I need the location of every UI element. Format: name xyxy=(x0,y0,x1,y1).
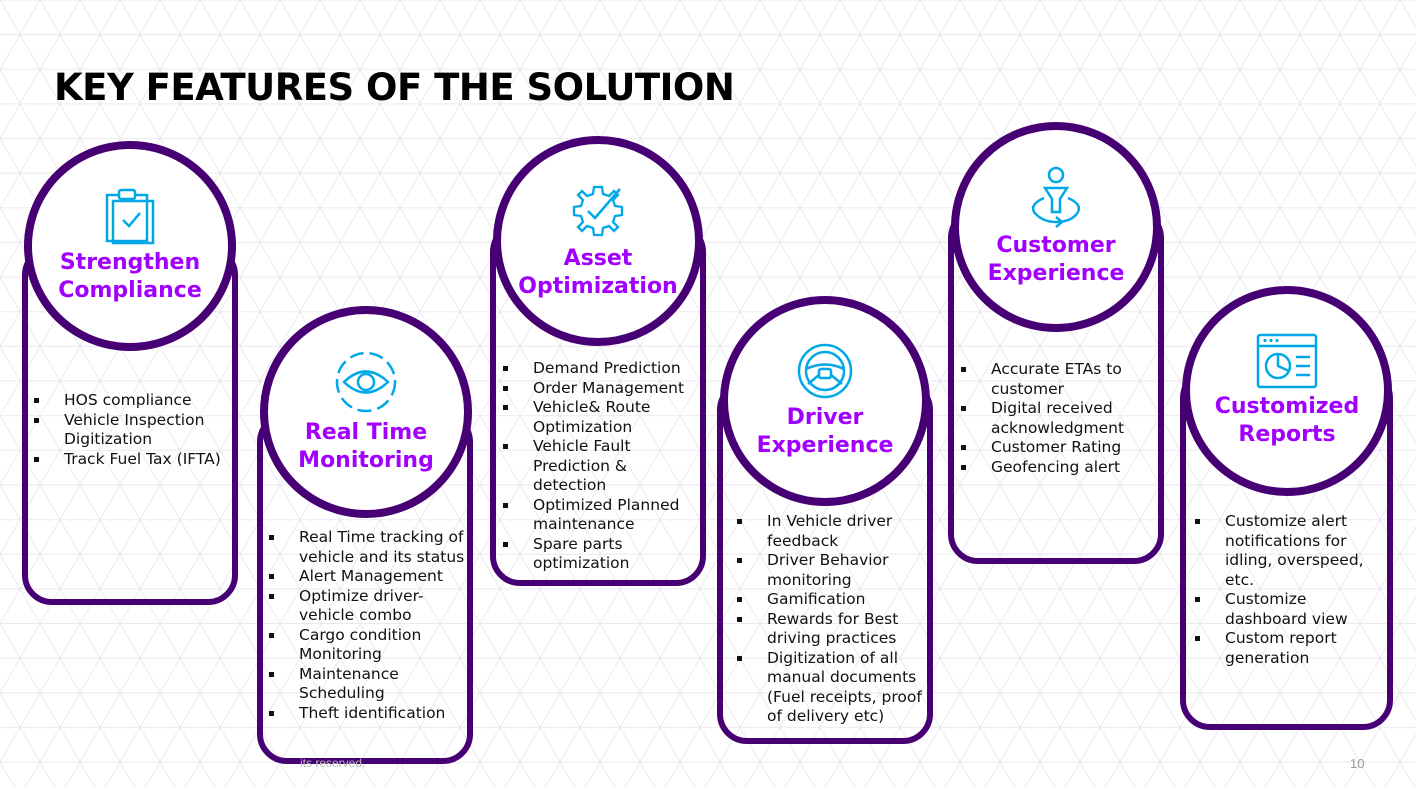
list-item: In Vehicle driver feedback xyxy=(734,512,930,551)
feature-circle-monitoring: Real Time Monitoring xyxy=(260,306,472,518)
list-item: Alert Management xyxy=(266,567,466,587)
eye-icon xyxy=(335,351,397,413)
dashboard-report-icon xyxy=(1256,333,1318,389)
list-item: Theft identification xyxy=(266,704,466,724)
feature-circle-asset: Asset Optimization xyxy=(493,136,703,346)
steering-wheel-icon xyxy=(797,343,853,399)
list-item: Geofencing alert xyxy=(958,458,1158,478)
feature-circle-reports: Customized Reports xyxy=(1182,286,1392,496)
feature-title-compliance: Strengthen Compliance xyxy=(58,250,202,303)
list-item: Gamification xyxy=(734,590,930,610)
feature-title-customer: Customer Experience xyxy=(987,233,1125,286)
list-item: Rewards for Best driving practices xyxy=(734,610,930,649)
list-item: Customize alert notifications for idling… xyxy=(1192,512,1388,590)
bullet-list-customer: Accurate ETAs to customer Digital receiv… xyxy=(958,360,1158,477)
feature-title-reports: Customized Reports xyxy=(1214,394,1360,447)
feature-title-monitoring: Real Time Monitoring xyxy=(298,420,434,473)
bullet-list-driver: In Vehicle driver feedback Driver Behavi… xyxy=(734,512,930,727)
list-item: Digital received acknowledgment xyxy=(958,399,1158,438)
list-item: Customize dashboard view xyxy=(1192,590,1388,629)
list-item: Accurate ETAs to customer xyxy=(958,360,1158,399)
feature-title-driver: Driver Experience xyxy=(756,405,894,458)
list-item: Optimized Planned maintenance xyxy=(500,496,700,535)
list-item: Track Fuel Tax (IFTA) xyxy=(31,450,236,470)
clipboard-check-icon xyxy=(105,188,155,245)
list-item: Driver Behavior monitoring xyxy=(734,551,930,590)
feature-circle-driver: Driver Experience xyxy=(720,296,930,506)
list-item: Vehicle Inspection Digitization xyxy=(31,411,236,450)
list-item: Order Management xyxy=(500,379,700,399)
list-item: Spare parts optimization xyxy=(500,535,700,574)
page-number: 10 xyxy=(1350,756,1365,771)
list-item: Vehicle& Route Optimization xyxy=(500,398,700,437)
feature-title-asset: Asset Optimization xyxy=(518,246,678,299)
feature-circle-compliance: Strengthen Compliance xyxy=(24,141,236,351)
list-item: Digitization of all manual documents (Fu… xyxy=(734,649,930,727)
list-item: Optimize driver-vehicle combo xyxy=(266,587,466,626)
list-item: Vehicle Fault Prediction & detection xyxy=(500,437,700,496)
page-title: KEY FEATURES OF THE SOLUTION xyxy=(54,66,735,109)
bullet-list-reports: Customize alert notifications for idling… xyxy=(1192,512,1388,668)
bullet-list-asset: Demand Prediction Order Management Vehic… xyxy=(500,359,700,574)
list-item: HOS compliance xyxy=(31,391,236,411)
list-item: Cargo condition Monitoring xyxy=(266,626,466,665)
feature-circle-customer: Customer Experience xyxy=(951,122,1161,332)
bullet-list-compliance: HOS compliance Vehicle Inspection Digiti… xyxy=(31,391,236,469)
person-location-icon xyxy=(1031,166,1081,228)
list-item: Real Time tracking of vehicle and its st… xyxy=(266,528,466,567)
list-item: Custom report generation xyxy=(1192,629,1388,668)
list-item: Customer Rating xyxy=(958,438,1158,458)
gear-check-icon xyxy=(572,185,624,237)
bullet-list-monitoring: Real Time tracking of vehicle and its st… xyxy=(266,528,466,723)
list-item: Demand Prediction xyxy=(500,359,700,379)
footer-copyright: its reserved. xyxy=(300,756,366,770)
list-item: Maintenance Scheduling xyxy=(266,665,466,704)
